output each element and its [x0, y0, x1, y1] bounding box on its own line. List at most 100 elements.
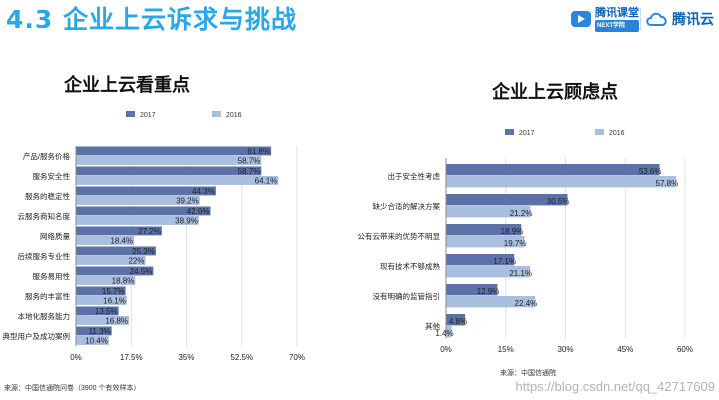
data-label-2017: 13.5%	[95, 307, 118, 316]
brand-cloud-name: 腾讯云	[672, 11, 714, 27]
x-tick-label: 0%	[70, 353, 82, 362]
left-bar-chart: 2017 2016 0% 17.5% 35% 52.5% 70% 产品/服务价格 61.8% 58…	[3, 111, 305, 362]
brand-classroom-name: 腾讯课堂	[595, 6, 639, 19]
bar-2016	[76, 336, 109, 345]
bar-2017	[76, 146, 272, 156]
x-tick-label: 35%	[178, 353, 194, 362]
legend-swatch-2017	[505, 129, 514, 135]
x-tick-label: 60%	[677, 345, 693, 354]
left-chart-source: 来源：中国信通院问卷（3900 个有效样本）	[4, 385, 141, 392]
bar-2016	[446, 326, 452, 338]
category-label: 现有技术不够成熟	[380, 261, 440, 271]
right-bar-chart: 2017 2016 0% 15% 30% 45% 60% 出于安全性考虑 53.6% 57.8% 缺…	[358, 129, 693, 354]
category-label: 没有明确的监管指引	[373, 291, 441, 301]
watermark-url: https://blog.csdn.net/qq_42717609	[515, 379, 716, 394]
x-tick-label: 15%	[498, 345, 514, 354]
x-tick-label: 52.5%	[230, 353, 253, 362]
bar-2017	[446, 224, 522, 236]
category-label: 出于安全性考虑	[388, 171, 441, 181]
bar-2017	[76, 326, 112, 336]
x-tick-label: 30%	[557, 345, 573, 354]
x-tick-label: 17.5%	[120, 353, 143, 362]
data-label-2017: 25.3%	[132, 247, 155, 256]
data-label-2017: 12.9%	[477, 287, 500, 296]
category-label: 公有云带来的优势不明显	[358, 231, 441, 241]
bar-2016	[446, 236, 525, 248]
category-label: 缺少合适的解决方案	[373, 201, 441, 211]
bar-2017	[76, 266, 154, 276]
data-label-2017: 53.6%	[639, 167, 662, 176]
data-label-2016: 16.1%	[103, 297, 126, 306]
bar-2017	[76, 166, 262, 176]
bar-2017	[76, 286, 126, 296]
data-label-2017: 17.1%	[493, 257, 516, 266]
bar-2016	[76, 316, 130, 325]
right-chart-source: 来源：中国信通院	[500, 370, 556, 377]
data-label-2016: 39.2%	[176, 197, 199, 206]
x-tick-label: 45%	[617, 345, 633, 354]
classroom-logo-icon	[571, 11, 591, 27]
right-chart-title: 企业上云顾虑点	[492, 82, 618, 103]
bar-2017	[76, 206, 211, 216]
data-label-2016: 38.9%	[175, 217, 198, 226]
bar-2016	[76, 276, 136, 285]
tencent-classroom-logo: 腾讯课堂 NEXT学院	[570, 6, 639, 32]
category-label: 典型用户及成功案例	[3, 331, 71, 341]
data-label-2017: 61.8%	[247, 147, 270, 156]
data-label-2016: 18.8%	[112, 277, 135, 286]
bar-2016	[76, 196, 200, 205]
bar-2016	[446, 296, 536, 308]
legend-label-2016: 2016	[226, 112, 242, 119]
page-title: 4.3 企业上云诉求与挑战	[6, 5, 297, 34]
data-label-2016: 22.4%	[515, 299, 538, 308]
x-tick-label: 70%	[289, 353, 305, 362]
category-label: 产品/服务价格	[23, 151, 71, 161]
bar-2017	[446, 284, 498, 296]
category-label: 服务安全性	[33, 171, 71, 181]
bar-2016	[446, 176, 677, 188]
category-label: 后续服务专业性	[18, 251, 71, 261]
category-label: 服务的稳定性	[25, 191, 70, 201]
bar-2016	[76, 156, 262, 165]
bar-2017	[76, 306, 119, 316]
data-label-2016: 57.8%	[656, 179, 679, 188]
header-bar: 4.3 企业上云诉求与挑战 腾讯课堂 NEXT学院 腾讯云	[0, 0, 719, 44]
data-label-2017: 44.3%	[192, 187, 215, 196]
data-label-2017: 4.8%	[449, 317, 467, 326]
bar-2017	[446, 254, 515, 266]
bar-2016	[76, 176, 279, 185]
bar-2016	[76, 256, 146, 265]
brand-classroom-sub: NEXT学院	[595, 19, 639, 32]
legend-label-2016: 2016	[609, 130, 625, 137]
category-label: 服务易用性	[33, 271, 71, 281]
bar-2017	[446, 314, 466, 326]
data-label-2017: 24.5%	[130, 267, 153, 276]
category-label: 服务的丰富性	[25, 291, 70, 301]
legend-label-2017: 2017	[140, 112, 156, 119]
data-label-2016: 18.4%	[110, 237, 133, 246]
category-label: 云服务商知名度	[18, 211, 71, 221]
bar-2017	[76, 186, 216, 196]
bar-2016	[76, 216, 199, 225]
data-label-2017: 15.7%	[102, 287, 125, 296]
bar-2017	[76, 246, 156, 256]
legend-label-2017: 2017	[519, 130, 535, 137]
data-label-2017: 58.7%	[238, 167, 261, 176]
data-label-2017: 11.3%	[89, 327, 111, 336]
data-label-2016: 64.1%	[255, 177, 278, 186]
data-label-2016: 1.4%	[435, 329, 453, 338]
data-label-2016: 22%	[128, 257, 144, 266]
left-chart-title: 企业上云看重点	[64, 75, 190, 96]
legend-swatch-2017	[126, 111, 135, 117]
data-label-2016: 10.4%	[85, 337, 108, 346]
bar-2017	[446, 194, 568, 206]
bar-2017	[76, 226, 162, 236]
bar-2016	[76, 296, 127, 305]
bar-2017	[446, 164, 660, 176]
bar-2016	[446, 266, 531, 278]
tencent-cloud-logo: 腾讯云	[645, 6, 714, 32]
data-label-2017: 18.9%	[501, 227, 524, 236]
bar-2016	[446, 206, 531, 218]
category-label: 本地化服务能力	[18, 311, 71, 321]
category-label: 网络质量	[40, 231, 70, 241]
